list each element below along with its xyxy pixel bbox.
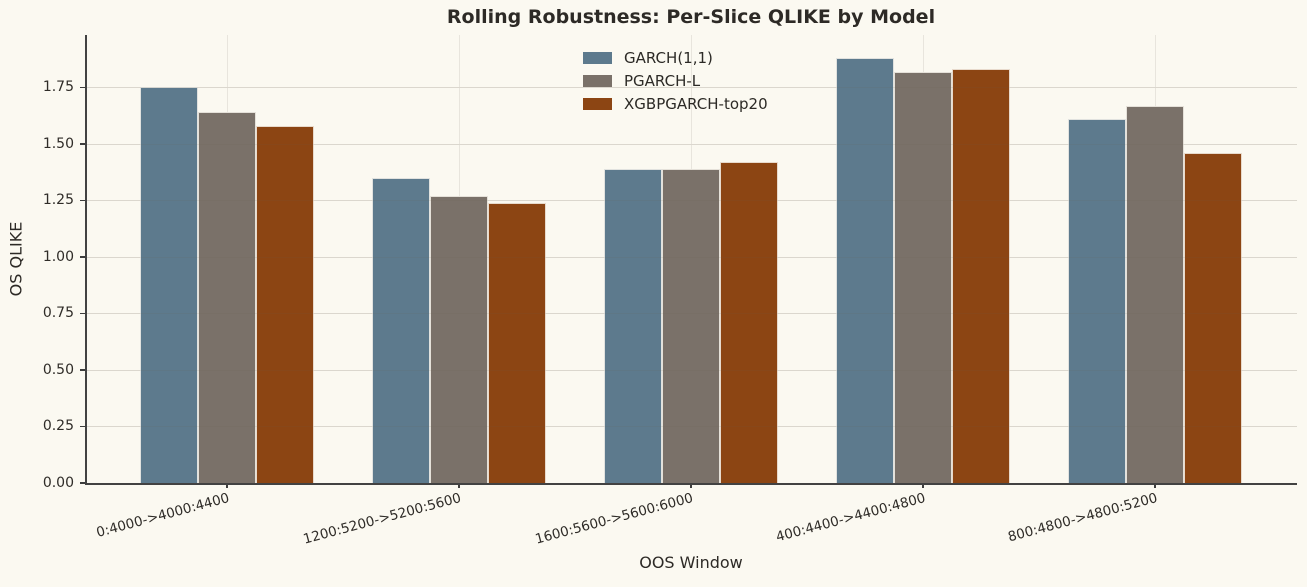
x-axis-tick [226, 483, 228, 488]
grid-line-horizontal [85, 87, 1297, 89]
y-axis-label: OS QLIKE [6, 221, 26, 297]
bar [951, 69, 1010, 483]
y-axis-spine [85, 35, 87, 484]
bar [604, 168, 663, 483]
grid-line-horizontal-overlay [85, 87, 1297, 89]
bar [487, 202, 546, 483]
legend-swatch [583, 97, 612, 110]
x-tick-label: 1600:5600->5600:6000 [533, 490, 696, 548]
y-tick-label: 0.50 [42, 361, 74, 378]
legend-swatch [583, 51, 612, 64]
legend-swatch [583, 74, 612, 87]
x-tick-label: 400:4400->4400:4800 [774, 490, 928, 546]
x-axis-tick [458, 483, 460, 488]
bar [198, 112, 256, 483]
x-axis-tick [1154, 483, 1156, 488]
legend: GARCH(1,1) PGARCH-L XGBPGARCH-top20 [583, 46, 768, 115]
y-axis-tick [80, 86, 85, 89]
x-axis-tick [922, 483, 924, 488]
bar [1183, 153, 1242, 483]
y-tick-label: 0.75 [42, 305, 74, 322]
legend-item: GARCH(1,1) [583, 46, 768, 69]
grid-line-horizontal-overlay [85, 200, 1297, 202]
y-axis-tick [80, 369, 85, 371]
x-axis-spine [85, 483, 1297, 485]
grid-line-horizontal [85, 143, 1297, 145]
legend-item: PGARCH-L [583, 69, 768, 92]
bar [719, 162, 778, 483]
y-tick-label: 1.50 [42, 135, 74, 152]
bar [140, 87, 199, 483]
y-axis-tick [80, 199, 85, 202]
y-tick-label: 1.25 [42, 192, 74, 209]
legend-item: XGBPGARCH-top20 [583, 92, 768, 115]
x-tick-label: 0:4000->4000:4400 [94, 490, 232, 541]
chart-title: Rolling Robustness: Per-Slice QLIKE by M… [446, 6, 936, 28]
grid-line-horizontal-overlay [85, 369, 1297, 371]
y-axis-tick [80, 425, 85, 428]
bar [1068, 119, 1127, 483]
x-axis-label: OOS Window [639, 553, 743, 572]
x-tick-label: 800:4800->4800:5200 [1006, 490, 1160, 546]
y-axis-tick [80, 312, 85, 315]
y-tick-label: 1.75 [42, 79, 74, 96]
y-tick-label: 0.00 [42, 475, 74, 491]
bar [894, 71, 952, 483]
x-axis-tick [690, 483, 692, 488]
bar [255, 125, 314, 483]
y-axis-tick [80, 143, 85, 145]
legend-label: XGBPGARCH-top20 [624, 94, 768, 113]
bar [372, 177, 431, 483]
bar [1126, 105, 1184, 483]
grid-line-horizontal-overlay [85, 256, 1297, 258]
grid-line-horizontal-overlay [85, 143, 1297, 145]
bar [836, 58, 895, 483]
legend-label: PGARCH-L [624, 71, 701, 90]
legend-label: GARCH(1,1) [624, 48, 713, 67]
grid-line-horizontal-overlay [85, 426, 1297, 428]
y-axis-tick [80, 256, 85, 258]
y-tick-label: 1.00 [42, 248, 74, 265]
y-axis-tick [80, 482, 85, 484]
x-tick-label: 1200:5200->5200:5600 [301, 490, 464, 548]
grid-line-horizontal-overlay [85, 313, 1297, 315]
y-tick-label: 0.25 [42, 418, 74, 435]
bar [662, 168, 720, 483]
bar [430, 195, 488, 483]
